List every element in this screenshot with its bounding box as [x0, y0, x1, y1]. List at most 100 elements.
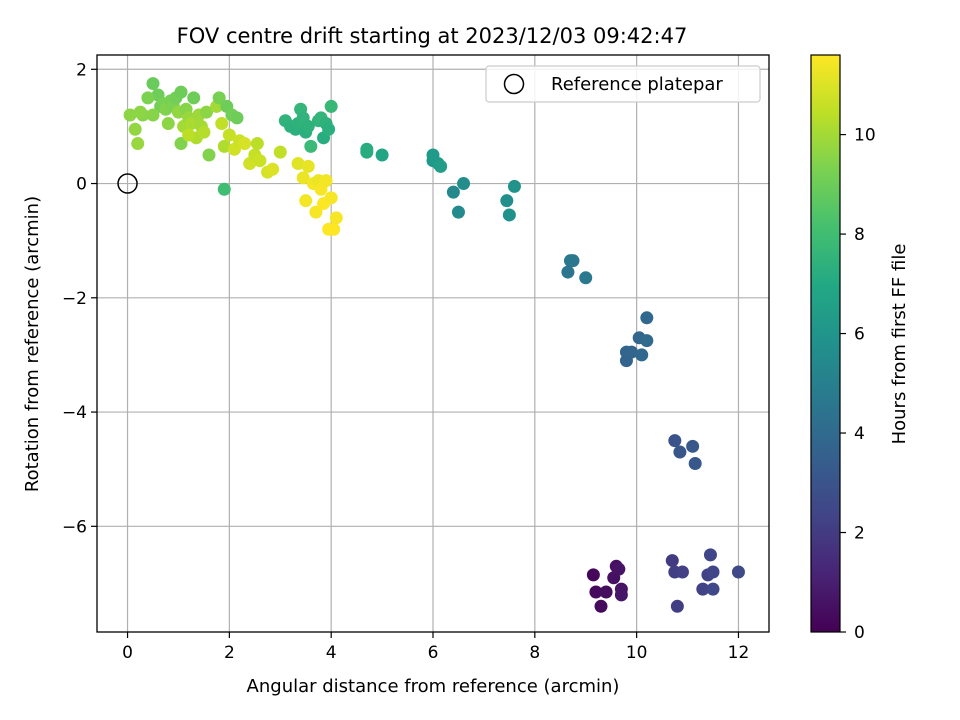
data-point	[199, 105, 213, 119]
data-point	[273, 145, 287, 159]
x-tick-label: 0	[122, 643, 133, 663]
data-point	[612, 562, 626, 576]
data-point	[217, 139, 231, 153]
data-point	[182, 128, 196, 142]
y-tick-label: −2	[62, 289, 87, 309]
colorbar-ticks: 0 2 4 6 8 10	[840, 126, 876, 643]
plot-area	[96, 54, 770, 633]
colorbar: 0 2 4 6 8 10 Hours from first FF file	[810, 54, 910, 643]
data-point	[500, 194, 514, 208]
data-point	[299, 194, 313, 208]
data-point	[133, 105, 147, 119]
data-point	[324, 99, 338, 113]
data-points	[123, 77, 745, 613]
data-point	[640, 311, 654, 325]
data-point	[327, 222, 341, 236]
y-tick-label: 2	[76, 60, 87, 80]
data-point	[296, 171, 310, 185]
colorbar-tick-label: 4	[854, 424, 865, 444]
data-point	[131, 137, 145, 151]
data-point	[253, 154, 267, 168]
data-point	[731, 565, 745, 579]
legend-marker-reference	[503, 73, 525, 95]
data-point	[123, 108, 137, 122]
legend-box	[485, 65, 761, 103]
data-point	[319, 174, 333, 188]
data-point	[212, 91, 226, 105]
data-point	[128, 122, 142, 136]
data-point	[202, 148, 216, 162]
data-point	[457, 177, 471, 191]
x-axis-ticks: 0 2 4 6 8 10 12	[122, 632, 749, 663]
x-tick-label: 2	[224, 643, 235, 663]
data-point	[174, 137, 188, 151]
data-point	[686, 439, 700, 453]
data-point	[375, 148, 389, 162]
chart-title: FOV centre drift starting at 2023/12/03 …	[177, 24, 688, 48]
data-point	[507, 179, 521, 193]
data-point	[589, 585, 603, 599]
y-tick-label: −6	[62, 517, 87, 537]
data-point	[673, 445, 687, 459]
reference-point-marker	[117, 173, 138, 194]
legend: Reference platepar	[485, 65, 761, 103]
data-point	[215, 117, 229, 131]
colorbar-tick-label: 0	[854, 623, 865, 643]
data-point	[599, 585, 613, 599]
colorbar-tick-label: 6	[854, 325, 865, 345]
data-point	[309, 205, 323, 219]
colorbar-tick-label: 2	[854, 524, 865, 544]
data-point	[184, 117, 198, 131]
data-point	[502, 208, 516, 222]
data-point	[706, 565, 720, 579]
data-point	[238, 137, 252, 151]
data-point	[230, 111, 244, 125]
data-point	[614, 588, 628, 602]
colorbar-tick-label: 10	[854, 126, 876, 146]
legend-entry-reference: Reference platepar	[551, 74, 723, 95]
data-point	[594, 599, 608, 613]
data-point	[146, 108, 160, 122]
data-point	[322, 122, 336, 136]
data-point	[434, 159, 448, 173]
x-tick-label: 4	[326, 643, 337, 663]
colorbar-tick-label: 8	[854, 225, 865, 245]
data-point	[291, 157, 305, 171]
data-point	[304, 139, 318, 153]
data-point	[146, 77, 160, 91]
grid-lines	[97, 55, 769, 632]
data-point	[668, 434, 682, 448]
x-tick-label: 10	[626, 643, 648, 663]
x-tick-label: 8	[529, 643, 540, 663]
data-point	[675, 565, 689, 579]
data-point	[446, 185, 460, 199]
y-tick-label: −4	[62, 403, 87, 423]
data-point	[688, 456, 702, 470]
data-point	[250, 137, 264, 151]
data-point	[360, 142, 374, 156]
data-point	[561, 265, 575, 279]
x-tick-label: 12	[728, 643, 750, 663]
data-point	[696, 582, 710, 596]
data-point	[187, 91, 201, 105]
data-point	[217, 182, 231, 196]
y-tick-label: 0	[76, 175, 87, 195]
x-axis-label: Angular distance from reference (arcmin)	[247, 676, 620, 697]
data-point	[222, 128, 236, 142]
data-point	[625, 345, 639, 359]
data-point	[586, 568, 600, 582]
colorbar-label: Hours from first FF file	[889, 244, 910, 445]
y-axis-label: Rotation from reference (arcmin)	[22, 196, 43, 492]
y-axis-ticks: 2 0 −2 −4 −6	[62, 60, 97, 537]
data-point	[174, 85, 188, 99]
colorbar-gradient	[810, 54, 841, 633]
data-point	[635, 348, 649, 362]
data-point	[266, 162, 280, 176]
x-tick-label: 6	[428, 643, 439, 663]
data-point	[324, 191, 338, 205]
data-point	[161, 117, 175, 131]
data-point	[301, 159, 315, 173]
data-point	[301, 119, 315, 133]
data-point	[566, 254, 580, 268]
